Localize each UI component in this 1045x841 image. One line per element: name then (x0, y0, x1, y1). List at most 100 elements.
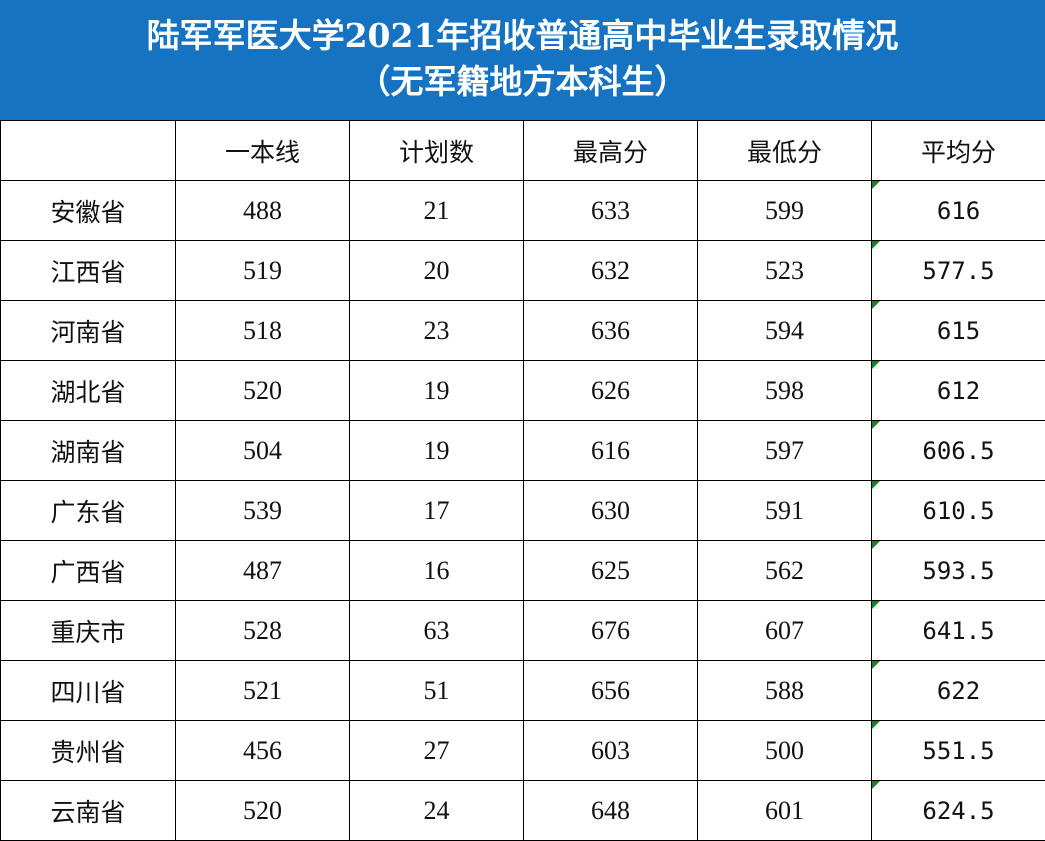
average-score-value: 612 (936, 376, 981, 405)
header-cell-planned-quota: 计划数 (349, 120, 524, 181)
table-row: 湖南省 504 19 616 597 606.5 (0, 420, 1045, 481)
header-cell-lowest-score: 最低分 (697, 120, 872, 181)
average-score-value: 641.5 (922, 616, 995, 645)
cell-marker-icon (872, 181, 880, 189)
first-tier-line-cell: 456 (175, 720, 350, 781)
highest-score-cell: 630 (523, 480, 698, 541)
highest-score-cell: 633 (523, 180, 698, 241)
lowest-score-cell: 591 (697, 480, 872, 541)
cell-marker-icon (872, 781, 880, 789)
planned-quota-cell: 20 (349, 240, 524, 301)
average-score-value: 551.5 (922, 736, 995, 765)
highest-score-cell: 632 (523, 240, 698, 301)
lowest-score-cell: 597 (697, 420, 872, 481)
planned-quota-cell: 23 (349, 300, 524, 361)
average-score-value: 616 (936, 196, 981, 225)
planned-quota-cell: 19 (349, 420, 524, 481)
average-score-cell: 606.5 (871, 420, 1045, 481)
average-score-cell: 622 (871, 660, 1045, 721)
average-score-cell: 616 (871, 180, 1045, 241)
average-score-cell: 610.5 (871, 480, 1045, 541)
header-cell-first-tier-line: 一本线 (175, 120, 350, 181)
first-tier-line-cell: 520 (175, 360, 350, 421)
planned-quota-cell: 24 (349, 780, 524, 841)
province-cell: 河南省 (0, 300, 176, 361)
table-row: 河南省 518 23 636 594 615 (0, 300, 1045, 361)
cell-marker-icon (872, 601, 880, 609)
province-cell: 湖南省 (0, 420, 176, 481)
header-cell-blank (0, 120, 176, 181)
first-tier-line-cell: 519 (175, 240, 350, 301)
header-row: 一本线 计划数 最高分 最低分 平均分 (0, 120, 1045, 181)
average-score-cell: 551.5 (871, 720, 1045, 781)
cell-marker-icon (872, 661, 880, 669)
lowest-score-cell: 598 (697, 360, 872, 421)
first-tier-line-cell: 520 (175, 780, 350, 841)
average-score-value: 610.5 (922, 496, 995, 525)
first-tier-line-cell: 504 (175, 420, 350, 481)
table-row: 江西省 519 20 632 523 577.5 (0, 240, 1045, 301)
title-banner: 陆军军医大学2021年招收普通高中毕业生录取情况 （无军籍地方本科生） (0, 0, 1045, 120)
highest-score-cell: 648 (523, 780, 698, 841)
header-cell-average-score: 平均分 (871, 120, 1045, 181)
lowest-score-cell: 601 (697, 780, 872, 841)
average-score-cell: 593.5 (871, 540, 1045, 601)
first-tier-line-cell: 539 (175, 480, 350, 541)
planned-quota-cell: 63 (349, 600, 524, 661)
first-tier-line-cell: 488 (175, 180, 350, 241)
province-cell: 广东省 (0, 480, 176, 541)
planned-quota-cell: 19 (349, 360, 524, 421)
average-score-value: 606.5 (922, 436, 995, 465)
table-row: 重庆市 528 63 676 607 641.5 (0, 600, 1045, 661)
cell-marker-icon (872, 541, 880, 549)
average-score-cell: 577.5 (871, 240, 1045, 301)
province-cell: 湖北省 (0, 360, 176, 421)
lowest-score-cell: 607 (697, 600, 872, 661)
average-score-value: 593.5 (922, 556, 995, 585)
highest-score-cell: 626 (523, 360, 698, 421)
first-tier-line-cell: 528 (175, 600, 350, 661)
table-row: 四川省 521 51 656 588 622 (0, 660, 1045, 721)
highest-score-cell: 616 (523, 420, 698, 481)
highest-score-cell: 636 (523, 300, 698, 361)
highest-score-cell: 625 (523, 540, 698, 601)
cell-marker-icon (872, 421, 880, 429)
average-score-cell: 612 (871, 360, 1045, 421)
average-score-cell: 624.5 (871, 780, 1045, 841)
lowest-score-cell: 599 (697, 180, 872, 241)
province-cell: 安徽省 (0, 180, 176, 241)
highest-score-cell: 676 (523, 600, 698, 661)
average-score-value: 615 (936, 316, 981, 345)
lowest-score-cell: 500 (697, 720, 872, 781)
province-cell: 广西省 (0, 540, 176, 601)
planned-quota-cell: 16 (349, 540, 524, 601)
table-row: 贵州省 456 27 603 500 551.5 (0, 720, 1045, 781)
page-title: 陆军军医大学2021年招收普通高中毕业生录取情况 (146, 16, 899, 55)
planned-quota-cell: 51 (349, 660, 524, 721)
province-cell: 江西省 (0, 240, 176, 301)
lowest-score-cell: 562 (697, 540, 872, 601)
province-cell: 贵州省 (0, 720, 176, 781)
province-cell: 云南省 (0, 780, 176, 841)
planned-quota-cell: 17 (349, 480, 524, 541)
lowest-score-cell: 594 (697, 300, 872, 361)
average-score-value: 624.5 (922, 796, 995, 825)
cell-marker-icon (872, 721, 880, 729)
highest-score-cell: 603 (523, 720, 698, 781)
first-tier-line-cell: 487 (175, 540, 350, 601)
header-cell-highest-score: 最高分 (523, 120, 698, 181)
average-score-cell: 641.5 (871, 600, 1045, 661)
planned-quota-cell: 21 (349, 180, 524, 241)
cell-marker-icon (872, 481, 880, 489)
first-tier-line-cell: 518 (175, 300, 350, 361)
average-score-value: 577.5 (922, 256, 995, 285)
page-subtitle: （无军籍地方本科生） (357, 62, 688, 101)
table-row: 广西省 487 16 625 562 593.5 (0, 540, 1045, 601)
table-row: 云南省 520 24 648 601 624.5 (0, 780, 1045, 841)
province-cell: 重庆市 (0, 600, 176, 661)
province-cell: 四川省 (0, 660, 176, 721)
table-row: 安徽省 488 21 633 599 616 (0, 180, 1045, 241)
first-tier-line-cell: 521 (175, 660, 350, 721)
cell-marker-icon (872, 241, 880, 249)
average-score-value: 622 (936, 676, 981, 705)
